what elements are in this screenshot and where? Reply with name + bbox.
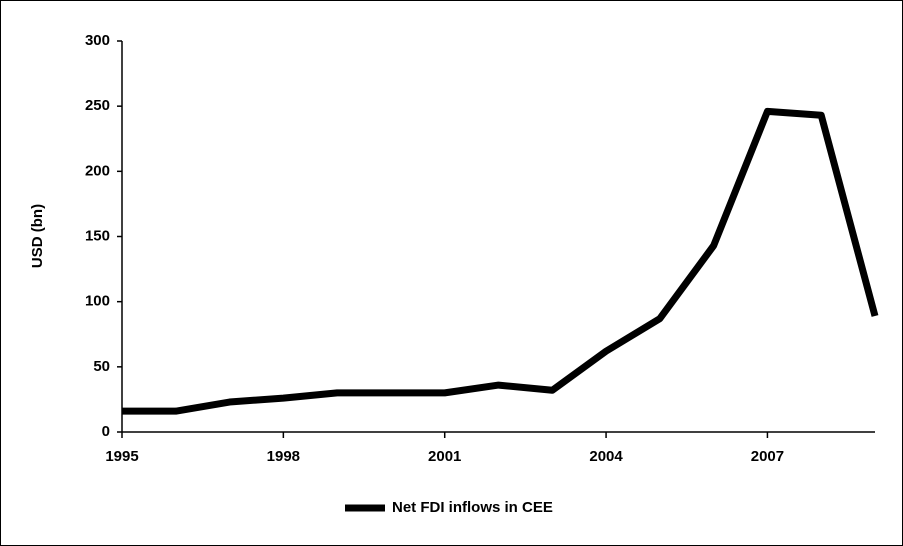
y-axis-label: USD (bn) [29,204,46,268]
y-tick-label: 50 [93,358,110,375]
y-tick-label: 300 [85,32,110,49]
y-tick-label: 150 [85,227,110,244]
x-tick-label: 1998 [267,448,300,465]
x-tick-label: 1995 [105,448,138,465]
y-tick-label: 0 [102,423,110,440]
x-tick-label: 2004 [589,448,623,465]
y-tick-label: 100 [85,293,110,310]
y-tick-label: 250 [85,97,110,114]
x-tick-label: 2001 [428,448,461,465]
y-tick-label: 200 [85,162,110,179]
legend-label: Net FDI inflows in CEE [392,499,553,516]
data-line [122,107,879,415]
x-tick-label: 2007 [751,448,784,465]
